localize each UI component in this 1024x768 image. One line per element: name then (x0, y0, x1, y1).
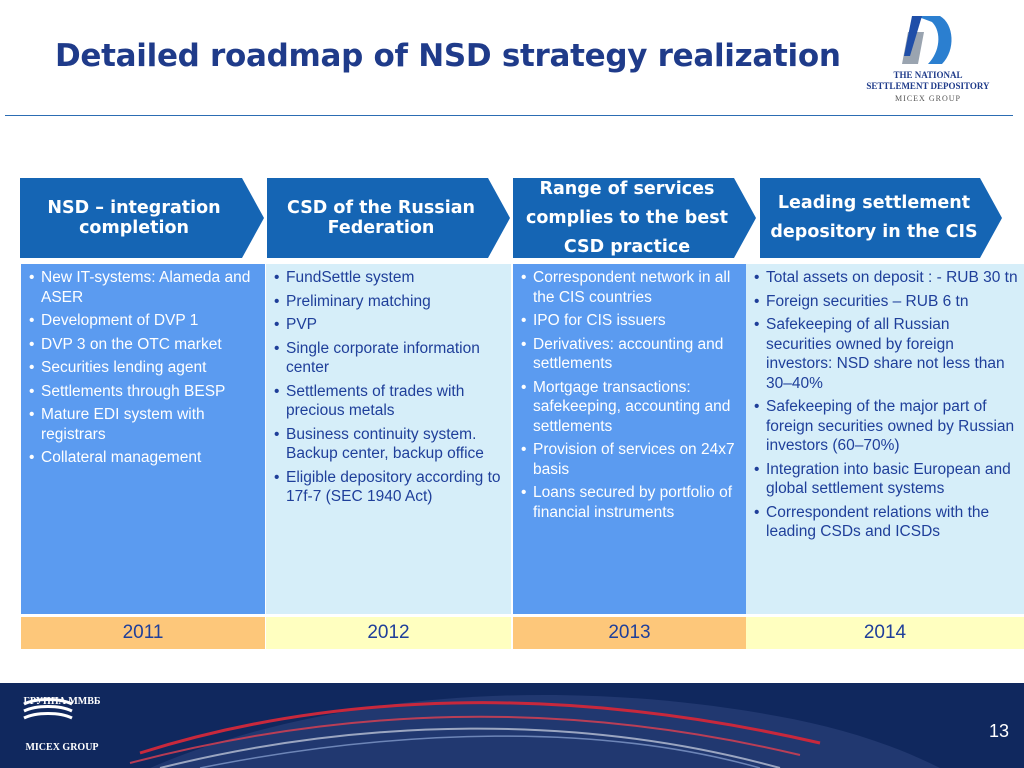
stage-column-2013: Correspondent network in all the CIS cou… (513, 264, 746, 614)
page-number: 13 (988, 721, 1009, 741)
nsd-logo: THE NATIONAL SETTLEMENT DEPOSITORY MICEX… (866, 10, 990, 110)
year-label-2014: 2014 (746, 617, 1024, 649)
stage-header-label: Range of services complies to the best C… (526, 178, 728, 257)
stage-header-2012: CSD of the Russian Federation (267, 178, 510, 258)
list-item: DVP 3 on the OTC market (29, 335, 259, 355)
list-item: Eligible depository according to 17f-7 (… (274, 468, 505, 507)
list-item: Correspondent network in all the CIS cou… (521, 268, 740, 307)
list-item: Derivatives: accounting and settlements (521, 335, 740, 374)
stage-column-2011: New IT-systems: Alameda and ASER Develop… (21, 264, 265, 614)
stage-column-2014: Total assets on deposit : - RUB 30 tn Fo… (746, 264, 1024, 614)
year-label-2012: 2012 (266, 617, 511, 649)
list-item: PVP (274, 315, 505, 335)
list-item: Preliminary matching (274, 292, 505, 312)
stage-header-2014: Leading settlement depository in the CIS (760, 178, 1002, 258)
title-divider (5, 115, 1013, 116)
slide-title: Detailed roadmap of NSD strategy realiza… (55, 38, 841, 74)
arrow-shape (20, 178, 264, 258)
year-label-2011: 2011 (21, 617, 265, 649)
list-item: Collateral management (29, 448, 259, 468)
stage-header-2011: NSD – integration completion (20, 178, 264, 258)
stage-items-list: New IT-systems: Alameda and ASER Develop… (29, 268, 259, 468)
stage-items-list: Total assets on deposit : - RUB 30 tn Fo… (754, 268, 1018, 542)
list-item: Loans secured by portfolio of financial … (521, 483, 740, 522)
list-item: Single corporate information center (274, 339, 505, 378)
arrow-shape (760, 178, 1002, 258)
list-item: Foreign securities – RUB 6 tn (754, 292, 1018, 312)
list-item: IPO for CIS issuers (521, 311, 740, 331)
stage-items-list: FundSettle system Preliminary matching P… (274, 268, 505, 507)
list-item: Safekeeping of the major part of foreign… (754, 397, 1018, 456)
list-item: New IT-systems: Alameda and ASER (29, 268, 259, 307)
list-item: Integration into basic European and glob… (754, 460, 1018, 499)
stage-header-label: Leading settlement depository in the CIS (770, 193, 978, 242)
arrow-shape (267, 178, 510, 258)
stage-header-2013: Range of services complies to the best C… (513, 178, 756, 258)
list-item: Correspondent relations with the leading… (754, 503, 1018, 542)
list-item: Mortgage transactions: safekeeping, acco… (521, 378, 740, 437)
logo-text-line1: THE NATIONAL (893, 70, 963, 80)
year-label-2013: 2013 (513, 617, 746, 649)
stage-items-list: Correspondent network in all the CIS cou… (521, 268, 740, 522)
arrow-shape (513, 178, 756, 258)
footer-swoosh-decoration (129, 694, 940, 768)
footer-band: ГРУППА ММВБ MICEX GROUP 13 (0, 683, 1024, 768)
list-item: Provision of services on 24x7 basis (521, 440, 740, 479)
micex-logo-icon (23, 698, 73, 720)
list-item: Settlements of trades with precious meta… (274, 382, 505, 421)
list-item: FundSettle system (274, 268, 505, 288)
logo-text-line3: MICEX GROUP (895, 94, 961, 103)
stage-column-2012: FundSettle system Preliminary matching P… (266, 264, 511, 614)
list-item: Total assets on deposit : - RUB 30 tn (754, 268, 1018, 288)
logo-text-line2: SETTLEMENT DEPOSITORY (866, 81, 990, 91)
list-item: Securities lending agent (29, 358, 259, 378)
footer-logo-text-en: MICEX GROUP (25, 742, 99, 753)
micex-group-logo: ГРУППА ММВБ MICEX GROUP (22, 696, 102, 756)
stage-header-label: NSD – integration completion (47, 198, 221, 238)
list-item: Business continuity system. Backup cente… (274, 425, 505, 464)
stage-header-label: CSD of the Russian Federation (287, 198, 475, 238)
list-item: Safekeeping of all Russian securities ow… (754, 315, 1018, 393)
list-item: Mature EDI system with registrars (29, 405, 259, 444)
nsd-logo-icon (902, 16, 952, 64)
list-item: Development of DVP 1 (29, 311, 259, 331)
list-item: Settlements through BESP (29, 382, 259, 402)
